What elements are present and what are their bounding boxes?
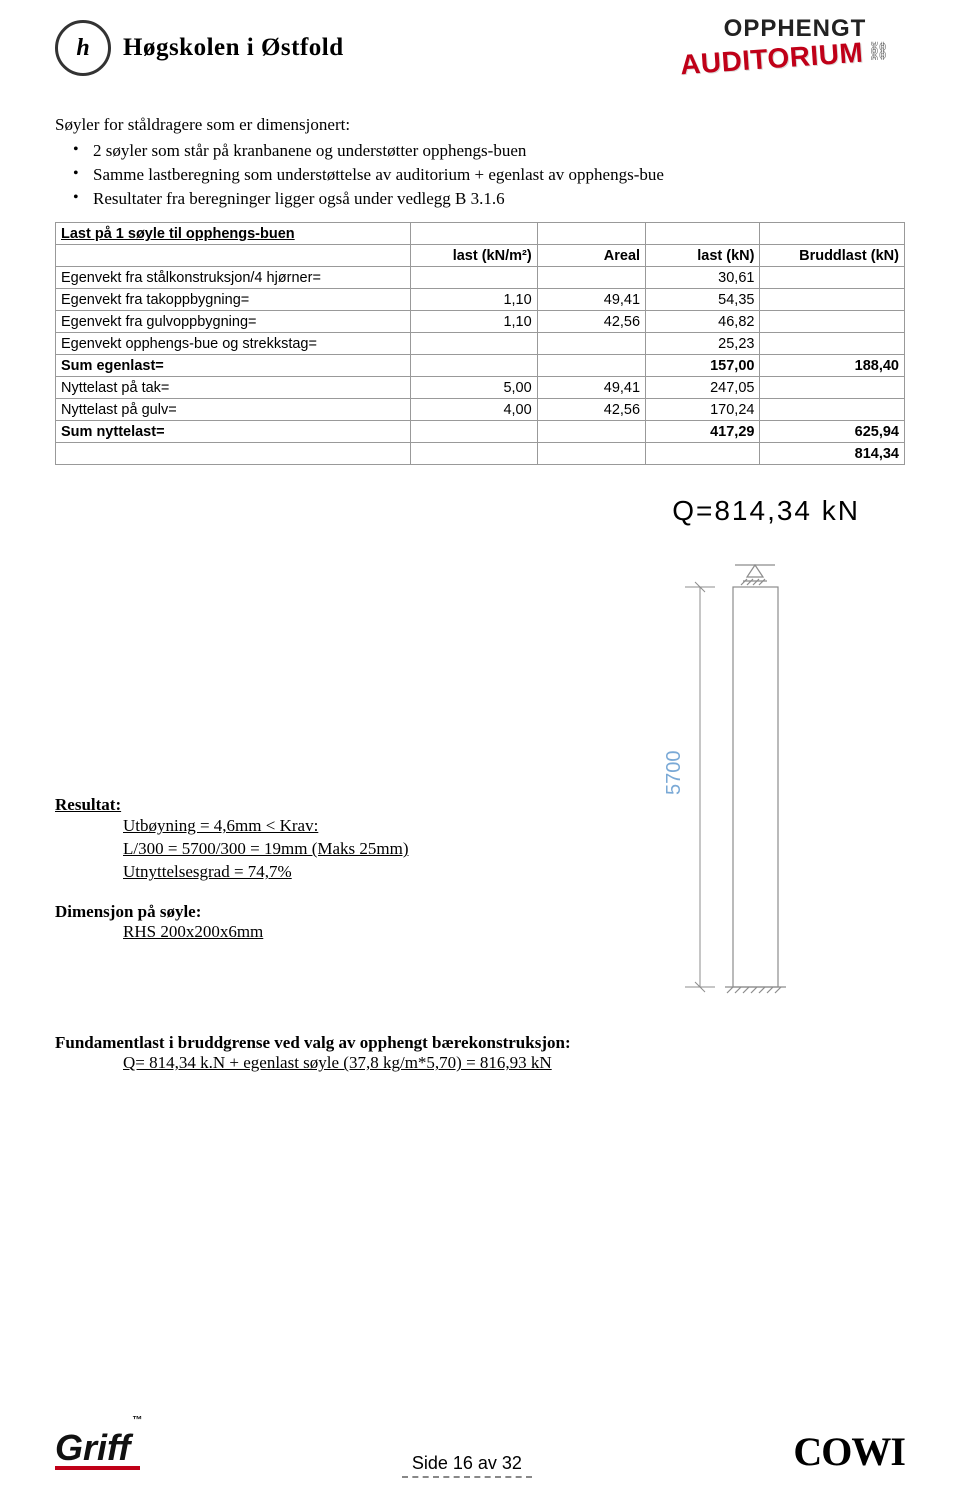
table-cell	[537, 267, 645, 289]
fundamentlast-value: Q= 814,34 k.N + egenlast søyle (37,8 kg/…	[55, 1053, 905, 1073]
section-title: Søyler for ståldragere som er dimensjone…	[55, 115, 905, 135]
list-item: Samme lastberegning som understøttelse a…	[93, 163, 905, 187]
table-cell: 46,82	[646, 311, 760, 333]
table-cell: Egenvekt opphengs-bue og strekkstag=	[56, 333, 411, 355]
logo-hogskolen: h Høgskolen i Østfold	[55, 20, 344, 76]
q-load-label: Q=814,34 kN	[672, 495, 860, 527]
table-row: Egenvekt opphengs-bue og strekkstag= 25,2…	[56, 333, 905, 355]
resultat-line: Utnyttelsesgrad = 74,7%	[55, 861, 409, 884]
page-header: h Høgskolen i Østfold OPPHENGT ⛓ AUDITOR…	[0, 0, 960, 85]
page-footer: Griff™ Side 16 av 32 COWI	[0, 1423, 960, 1470]
table-header: last (kN/m²)	[411, 245, 537, 267]
table-cell	[411, 267, 537, 289]
table-cell	[760, 399, 905, 421]
table-cell: 5,00	[411, 377, 537, 399]
table-cell: Nyttelast på gulv=	[56, 399, 411, 421]
table-cell	[56, 443, 411, 465]
table-row: Nyttelast på gulv=4,0042,56170,24	[56, 399, 905, 421]
table-cell: 54,35	[646, 289, 760, 311]
load-table: Last på 1 søyle til opphengs-buen last (…	[55, 222, 905, 465]
table-cell: Nyttelast på tak=	[56, 377, 411, 399]
table-cell: 1,10	[411, 311, 537, 333]
table-row: Sum nyttelast= 417,29625,94	[56, 421, 905, 443]
table-cell	[537, 355, 645, 377]
table-title: Last på 1 søyle til opphengs-buen	[56, 223, 411, 245]
table-cell: 42,56	[537, 311, 645, 333]
table-cell	[411, 355, 537, 377]
column-diagram: Q=814,34 kN	[55, 485, 905, 1015]
table-header: last (kN)	[646, 245, 760, 267]
opphengt-text: OPPHENGT	[685, 15, 905, 43]
table-cell: 417,29	[646, 421, 760, 443]
table-header: Areal	[537, 245, 645, 267]
griff-text: Griff	[55, 1427, 130, 1468]
bullet-list: 2 søyler som står på kranbanene og under…	[55, 139, 905, 210]
table-cell: 4,00	[411, 399, 537, 421]
dimensjon-block: Dimensjon på søyle: RHS 200x200x6mm	[55, 902, 409, 942]
page-number: Side 16 av 32	[402, 1453, 532, 1478]
fundamentlast-block: Fundamentlast i bruddgrense ved valg av …	[55, 1033, 905, 1073]
table-cell	[537, 333, 645, 355]
table-row: Nyttelast på tak=5,0049,41247,05	[56, 377, 905, 399]
table-cell	[537, 443, 645, 465]
table-row: Sum egenlast= 157,00188,40	[56, 355, 905, 377]
resultat-block: Resultat: Utbøyning = 4,6mm < Krav: L/30…	[55, 795, 409, 942]
table-cell: Egenvekt fra stålkonstruksjon/4 hjørner=	[56, 267, 411, 289]
column-svg: 5700	[565, 555, 805, 1025]
table-cell: Sum nyttelast=	[56, 421, 411, 443]
table-cell: 170,24	[646, 399, 760, 421]
table-cell	[537, 421, 645, 443]
table-cell	[646, 443, 760, 465]
auditorium-text: AUDITORIUM	[679, 37, 864, 82]
table-row: 814,34	[56, 443, 905, 465]
height-dim-label: 5700	[663, 751, 685, 796]
table-cell: Egenvekt fra takoppbygning=	[56, 289, 411, 311]
fundamentlast-heading: Fundamentlast i bruddgrense ved valg av …	[55, 1033, 905, 1053]
table-cell	[760, 333, 905, 355]
table-cell: 30,61	[646, 267, 760, 289]
table-cell: 188,40	[760, 355, 905, 377]
school-name: Høgskolen i Østfold	[123, 34, 344, 62]
resultat-heading: Resultat:	[55, 795, 409, 815]
table-cell: Egenvekt fra gulvoppbygning=	[56, 311, 411, 333]
table-cell	[760, 267, 905, 289]
dimensjon-heading: Dimensjon på søyle:	[55, 902, 409, 922]
table-cell: 49,41	[537, 377, 645, 399]
table-cell	[760, 289, 905, 311]
cowi-logo: COWI	[793, 1428, 905, 1475]
resultat-line: L/300 = 5700/300 = 19mm (Maks 25mm)	[55, 838, 409, 861]
table-cell: 157,00	[646, 355, 760, 377]
table-cell: 247,05	[646, 377, 760, 399]
table-cell: Sum egenlast=	[56, 355, 411, 377]
resultat-line: Utbøyning = 4,6mm < Krav:	[55, 815, 409, 838]
table-cell	[760, 311, 905, 333]
table-cell	[411, 333, 537, 355]
table-cell: 25,23	[646, 333, 760, 355]
main-content: Søyler for ståldragere som er dimensjone…	[0, 85, 960, 1073]
table-cell	[411, 443, 537, 465]
table-row: Egenvekt fra gulvoppbygning=1,1042,5646,…	[56, 311, 905, 333]
table-cell: 1,10	[411, 289, 537, 311]
table-header: Bruddlast (kN)	[760, 245, 905, 267]
table-row: Egenvekt fra stålkonstruksjon/4 hjørner=…	[56, 267, 905, 289]
chain-icon: ⛓	[867, 41, 890, 62]
logo-circle-icon: h	[55, 20, 111, 76]
list-item: Resultater fra beregninger ligger også u…	[93, 187, 905, 211]
table-cell: 625,94	[760, 421, 905, 443]
table-row: Egenvekt fra takoppbygning=1,1049,4154,3…	[56, 289, 905, 311]
table-cell	[760, 377, 905, 399]
table-cell: 49,41	[537, 289, 645, 311]
griff-logo: Griff™	[55, 1432, 140, 1470]
list-item: 2 søyler som står på kranbanene og under…	[93, 139, 905, 163]
table-cell: 42,56	[537, 399, 645, 421]
table-cell	[411, 421, 537, 443]
logo-opphengt-auditorium: OPPHENGT ⛓ AUDITORIUM	[685, 15, 905, 85]
table-cell: 814,34	[760, 443, 905, 465]
dimensjon-value: RHS 200x200x6mm	[55, 922, 409, 942]
